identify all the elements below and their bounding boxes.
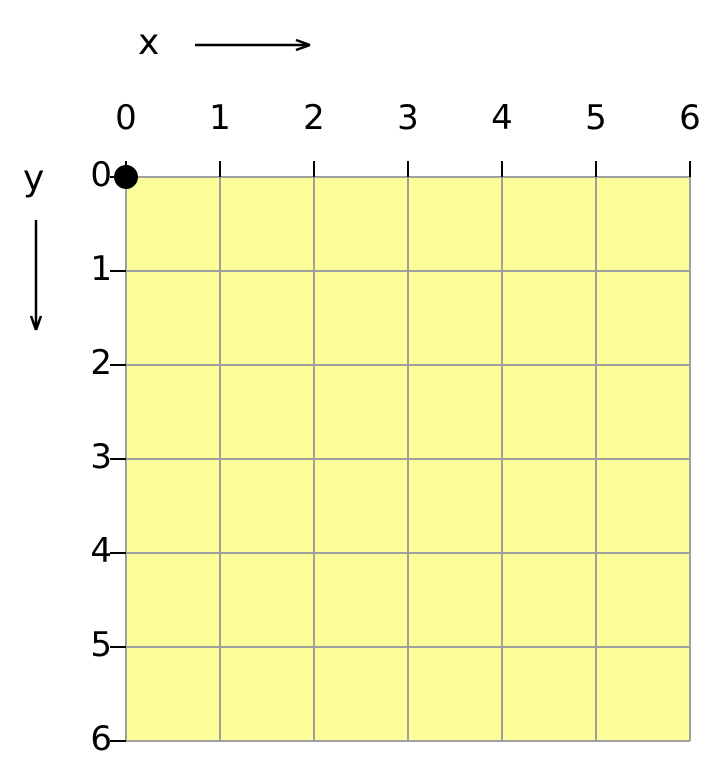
gridline-horizontal xyxy=(126,740,690,743)
y-tick xyxy=(110,364,126,367)
y-tick-label: 0 xyxy=(72,155,112,195)
origin-marker xyxy=(114,165,138,189)
y-tick-label: 4 xyxy=(72,531,112,571)
x-axis-label: x xyxy=(138,22,159,63)
x-tick xyxy=(501,161,504,177)
y-tick xyxy=(110,740,126,743)
x-tick xyxy=(689,161,692,177)
y-tick-label: 6 xyxy=(72,719,112,759)
gridline-horizontal xyxy=(126,552,690,555)
x-tick-label: 2 xyxy=(294,98,334,138)
gridline-vertical xyxy=(595,177,598,741)
x-tick xyxy=(407,161,410,177)
y-tick-label: 5 xyxy=(72,625,112,665)
y-axis-label: y xyxy=(23,158,44,199)
y-tick xyxy=(110,646,126,649)
x-tick xyxy=(595,161,598,177)
x-tick-label: 5 xyxy=(576,98,616,138)
y-tick xyxy=(110,458,126,461)
gridline-vertical xyxy=(689,177,692,741)
x-tick-label: 1 xyxy=(200,98,240,138)
y-tick xyxy=(110,270,126,273)
x-tick-label: 0 xyxy=(106,98,146,138)
y-tick-label: 2 xyxy=(72,343,112,383)
x-tick-label: 4 xyxy=(482,98,522,138)
x-tick-label: 6 xyxy=(670,98,710,138)
gridline-horizontal xyxy=(126,458,690,461)
gridline-horizontal xyxy=(126,646,690,649)
coordinate-grid xyxy=(126,177,690,741)
y-tick-label: 3 xyxy=(72,437,112,477)
gridline-vertical xyxy=(501,177,504,741)
x-tick-label: 3 xyxy=(388,98,428,138)
y-tick-label: 1 xyxy=(72,249,112,289)
x-tick xyxy=(313,161,316,177)
y-tick xyxy=(110,552,126,555)
x-tick xyxy=(219,161,222,177)
